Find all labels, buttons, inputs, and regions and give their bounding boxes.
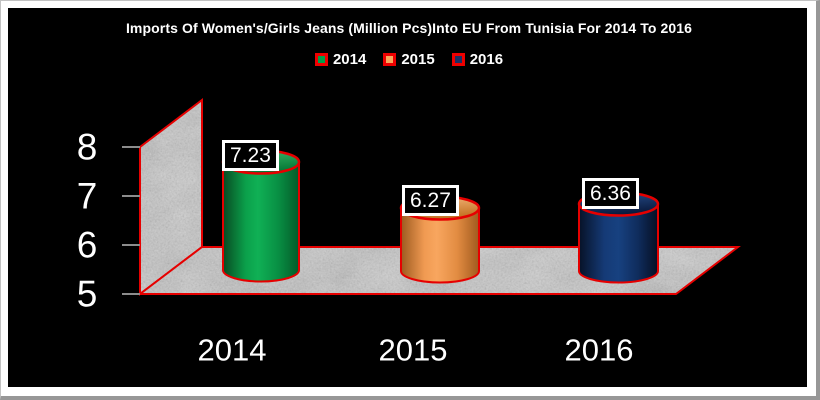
legend-swatch-2014	[314, 52, 328, 66]
y-tick-label-8: 8	[76, 126, 98, 168]
x-label-2014: 2014	[197, 332, 267, 368]
value-label-2016: 6.36	[582, 178, 639, 210]
legend-item-2016: 2016	[451, 50, 504, 68]
chart-plot	[122, 97, 741, 297]
y-axis-ticks	[122, 146, 140, 295]
legend-label-2016: 2016	[469, 50, 504, 68]
chart-background	[8, 8, 807, 387]
y-tick-label-7: 7	[76, 175, 98, 217]
chart-title: Imports Of Women's/Girls Jeans (Million …	[125, 20, 693, 36]
legend-label-2015: 2015	[401, 50, 435, 68]
legend-label-2014: 2014	[332, 50, 367, 68]
x-label-2016: 2016	[564, 332, 634, 368]
legend-swatch-2016	[451, 52, 465, 66]
legend-item-2014: 2014	[314, 50, 367, 68]
value-label-2015: 6.27	[402, 185, 459, 217]
y-tick-label-6: 6	[76, 224, 98, 266]
legend-item-2015: 2015	[383, 50, 435, 68]
chart-legend: 2014 2015 2016	[9, 50, 809, 68]
y-tick-label-5: 5	[76, 273, 98, 315]
value-label-2014: 7.23	[222, 140, 279, 172]
x-label-2015: 2015	[378, 332, 448, 368]
legend-swatch-2015	[383, 52, 397, 66]
